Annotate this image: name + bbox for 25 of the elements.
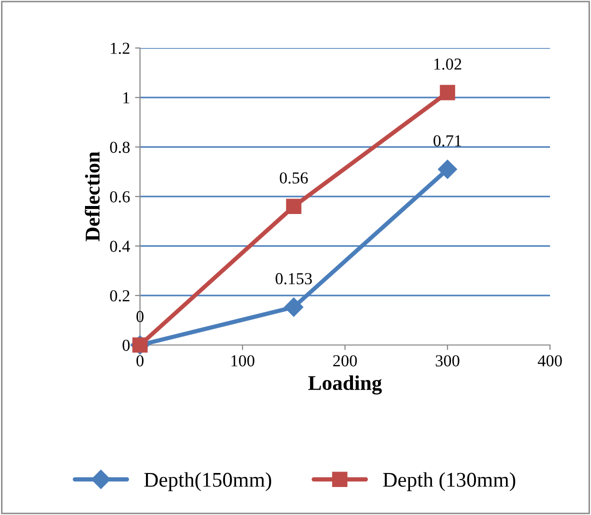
legend-label: Depth(150mm)	[144, 472, 272, 492]
x-tick-label: 100	[231, 355, 254, 366]
point	[440, 84, 456, 100]
point	[284, 298, 304, 317]
y-tick-label: 0.4	[110, 240, 130, 252]
data-label: 0.153	[276, 273, 312, 284]
x-tick-label: 200	[333, 355, 357, 366]
y-tick-label: 1	[123, 92, 130, 104]
y-tick-label: 0	[122, 340, 130, 351]
x-axis-title: Loading	[308, 375, 382, 394]
y-tick-label: 0.8	[110, 142, 130, 154]
y-tick-label: 1.2	[110, 42, 130, 54]
x-tick-label: 400	[538, 355, 562, 366]
x-tick-label: 300	[436, 355, 460, 366]
y-tick-label: 0.6	[110, 191, 130, 203]
data-label: 0.71	[434, 135, 462, 147]
data-label: 0	[136, 310, 144, 322]
data-label: 1.02	[434, 58, 462, 70]
x-tick-label: 0	[136, 355, 144, 366]
legend-label: Depth (130mm)	[383, 472, 516, 492]
data-label: 0.56	[280, 172, 308, 184]
y-tick-label: 0.2	[110, 290, 130, 302]
point	[286, 198, 302, 214]
y-axis-title: Deflection	[84, 152, 100, 242]
point	[438, 160, 458, 179]
